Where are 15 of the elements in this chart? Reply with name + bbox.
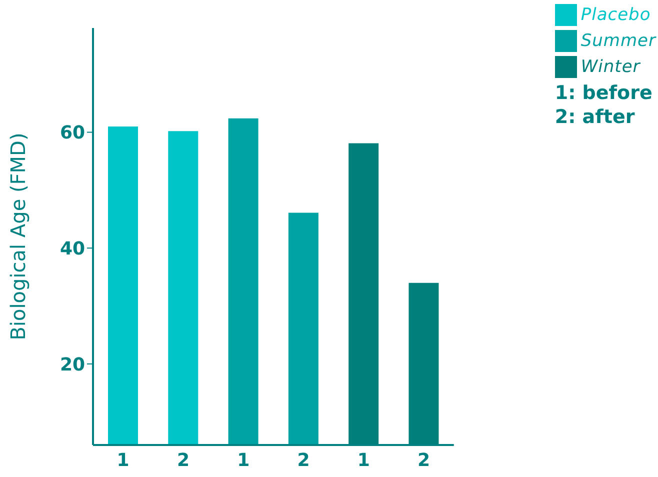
text: 1: before	[554, 82, 654, 104]
y-axis-title: Biological Age (FMD)	[6, 132, 30, 340]
legend-label: Summer	[580, 31, 656, 51]
x-tick-label: 1	[116, 450, 130, 471]
y-tick-label: 20	[60, 354, 85, 376]
legend-label: Placebo	[580, 5, 651, 25]
x-tick-label: 1	[357, 450, 370, 471]
y-tick-label: 60	[60, 122, 85, 144]
x-tick-label: 2	[297, 450, 310, 471]
x-tick-label: 2	[176, 450, 190, 471]
x-tick-label: 1	[237, 450, 250, 471]
text: 2: after	[554, 106, 636, 128]
legend-label: Winter	[580, 57, 640, 77]
y-tick-label: 40	[60, 238, 85, 260]
x-tick-label: 2	[418, 450, 430, 471]
